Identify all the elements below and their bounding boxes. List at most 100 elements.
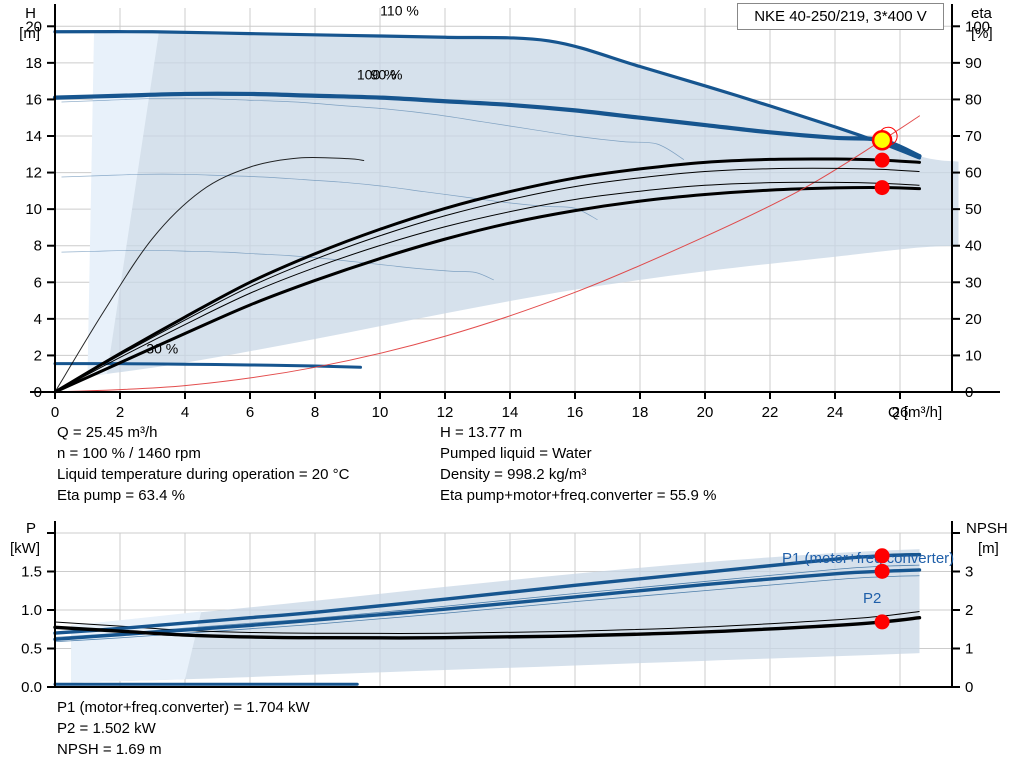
h-axis-tick-label: 6 <box>34 274 42 291</box>
q-axis-tick-label: 20 <box>697 404 714 420</box>
curve-npsh <box>53 616 922 640</box>
q-axis-tick-label: 12 <box>437 404 454 420</box>
eta-axis-tick-label: 60 <box>965 165 982 182</box>
p-axis-unit: [kW] <box>10 540 40 557</box>
pump-model-title-box: NKE 40-250/219, 3*400 V <box>737 3 944 30</box>
eta-axis-unit: [%] <box>971 25 993 42</box>
p-axis-title: P <box>26 520 36 537</box>
q-axis-tick-label: 8 <box>311 404 319 420</box>
duty-point-info: Q = 25.45 m³/h n = 100 % / 1460 rpm Liqu… <box>0 424 1024 514</box>
speed-family-lines <box>61 97 685 281</box>
eta-axis-title: eta <box>971 5 993 22</box>
npsh-axis-tick-label: 3 <box>965 564 973 581</box>
info-p1: P1 (motor+freq.converter) = 1.704 kW <box>57 699 310 716</box>
speed-family-line <box>61 249 494 281</box>
h-axis-tick-label: 14 <box>25 128 42 145</box>
operating-range-envelope <box>94 31 959 376</box>
eta-family-line <box>54 167 920 393</box>
eta-family-line <box>54 181 920 393</box>
duty-point-marker[interactable] <box>871 129 893 151</box>
duty-info-right-column: H = 13.77 m Pumped liquid = Water Densit… <box>440 424 940 508</box>
info-h: H = 13.77 m <box>440 424 523 441</box>
power-family-line <box>54 564 920 638</box>
eta-axis-tick-label: 90 <box>965 55 982 72</box>
curve-label: 100 % <box>357 66 397 82</box>
eta-axis-tick-label: 100 <box>965 18 990 35</box>
q-axis-tick-label: 16 <box>567 404 584 420</box>
speed-family-line <box>61 173 598 221</box>
series-label: P2 <box>863 590 881 607</box>
h-axis-tick-label: 12 <box>25 165 42 182</box>
eta-axis-tick-label: 30 <box>965 274 982 291</box>
info-eta-total: Eta pump+motor+freq.converter = 55.9 % <box>440 487 717 504</box>
curve-h-at-100-duty-curve <box>52 91 922 159</box>
info-npsh: NPSH = 1.69 m <box>57 741 162 758</box>
h-axis-tick-label: 8 <box>34 238 42 255</box>
p-axis-tick-label: 0.5 <box>21 641 42 658</box>
power-npsh-chart: 0.0 0.5 1.0 1.5 0 1 2 3 P [kW] NPSH [m] P1 (motor+fr… <box>10 520 1008 696</box>
info-pumped-liquid: Pumped liquid = Water <box>440 445 592 462</box>
curve-label: 90 % <box>371 66 403 82</box>
q-axis-tick-label: 10 <box>372 404 389 420</box>
q-axis-tick-label: 26 <box>892 404 909 420</box>
curve-eta-pump <box>53 157 921 394</box>
h-axis-unit: [m] <box>19 25 40 42</box>
eta-axis-tick-label: 80 <box>965 91 982 108</box>
q-axis-tick-label: 2 <box>116 404 124 420</box>
npsh-axis-tick-label: 0 <box>965 679 973 696</box>
duty-info-left-column: Q = 25.45 m³/h n = 100 % / 1460 rpm Liqu… <box>57 424 447 508</box>
curve-p2 <box>53 568 922 641</box>
npsh-axis-unit: [m] <box>978 540 999 557</box>
h-axis-tick-label: 2 <box>34 347 42 364</box>
q-axis-tick-label: 22 <box>762 404 779 420</box>
head-efficiency-chart: 0246810121416182001020304050607080901000… <box>19 2 1000 420</box>
duty-point-marker[interactable] <box>874 548 890 564</box>
npsh-axis-title: NPSH <box>966 520 1008 537</box>
curve-eta-low-speed-family <box>54 156 365 393</box>
duty-point-marker[interactable] <box>874 614 890 630</box>
eta-axis-tick-label: 50 <box>965 201 982 218</box>
eta-axis-tick-label: 70 <box>965 128 982 145</box>
curve-label: 110 % <box>380 2 419 18</box>
p-axis-tick-label: 1.5 <box>21 564 42 581</box>
envelope-left-wedge <box>87 31 159 376</box>
h-axis-title: H <box>25 5 36 22</box>
q-axis-title: Q [m³/h] <box>888 404 942 420</box>
h-axis-tick-label: 20 <box>25 18 42 35</box>
npsh-axis-tick-label: 2 <box>965 602 973 619</box>
h-axis-tick-label: 16 <box>25 91 42 108</box>
power-range-envelope <box>71 549 920 683</box>
info-eta-pump: Eta pump = 63.4 % <box>57 487 185 504</box>
q-axis-tick-label: 4 <box>181 404 189 420</box>
q-axis-tick-label: 24 <box>827 404 844 420</box>
speed-family-line <box>61 97 685 160</box>
q-axis-tick-label: 14 <box>502 404 519 420</box>
npsh-axis-tick-label: 1 <box>965 641 973 658</box>
h-axis-tick-label: 0 <box>34 384 42 401</box>
duty-point-marker[interactable] <box>874 563 890 579</box>
duty-point-marker[interactable] <box>874 152 890 168</box>
q-axis-tick-label: 18 <box>632 404 649 420</box>
curve-eta-pump-motor-freq-converter <box>53 186 921 394</box>
eta-axis-tick-label: 20 <box>965 311 982 328</box>
q-axis-tick-label: 0 <box>51 404 59 420</box>
info-liquid-temperature: Liquid temperature during operation = 20… <box>57 466 350 483</box>
p-axis-tick-label: 1.0 <box>21 602 42 619</box>
eta-axis-tick-label: 40 <box>965 238 982 255</box>
duty-point-marker[interactable] <box>874 180 890 196</box>
curve-system-resistance-curve <box>54 115 920 393</box>
curve-h-at-30 <box>53 362 362 369</box>
series-label: P1 (motor+freq.converter) <box>782 550 954 567</box>
pump-model-label: NKE 40-250/219, 3*400 V <box>754 8 927 25</box>
h-axis-tick-label: 10 <box>25 201 42 218</box>
p-axis-tick-label: 0.0 <box>21 679 42 696</box>
h-axis-tick-label: 4 <box>34 311 42 328</box>
info-speed: n = 100 % / 1460 rpm <box>57 445 201 462</box>
curve-p1-motor-freq-converter <box>53 552 922 635</box>
q-axis-tick-label: 6 <box>246 404 254 420</box>
curve-h-at-110 <box>53 30 922 160</box>
eta-axis-tick-label: 0 <box>965 384 973 401</box>
info-q: Q = 25.45 m³/h <box>57 424 158 441</box>
curve-label: 30 % <box>146 341 178 357</box>
